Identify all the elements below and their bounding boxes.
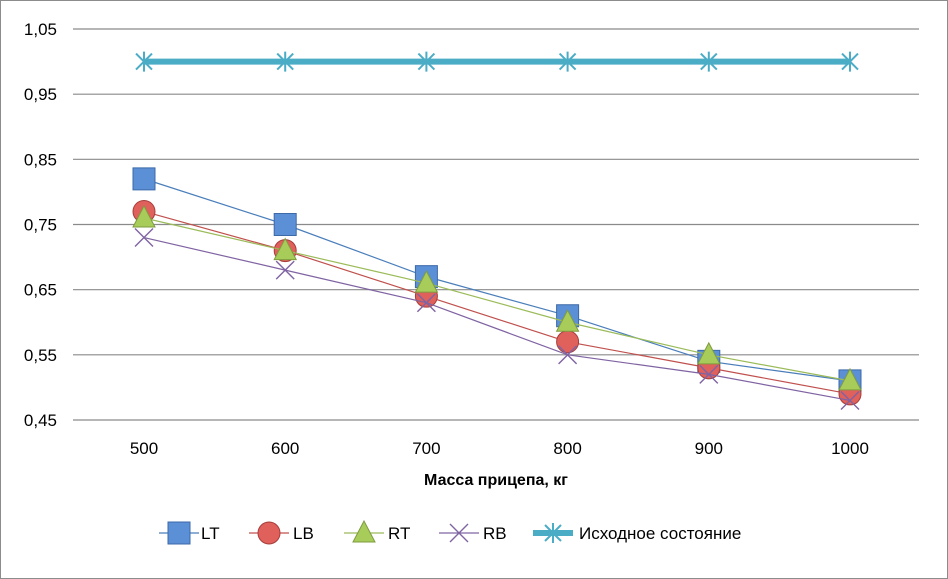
- series-line: [143, 236, 851, 402]
- data-point: [696, 341, 721, 365]
- legend-item: Исходное состояние: [533, 523, 741, 543]
- data-point: [699, 364, 719, 384]
- x-tick-label: 600: [271, 439, 299, 458]
- data-point: [273, 237, 298, 261]
- data-point: [134, 228, 154, 248]
- y-tick-label: 0,95: [24, 85, 57, 104]
- data-point: [132, 167, 156, 191]
- data-point: [273, 213, 297, 236]
- legend: LT LB RT RB Исходное состояние: [159, 519, 741, 545]
- y-tick-label: 0,75: [24, 216, 57, 235]
- legend-item: LT: [159, 521, 220, 545]
- series-2: [132, 204, 862, 391]
- data-point: [555, 309, 580, 332]
- series-0: [132, 167, 862, 393]
- data-point: [700, 51, 718, 72]
- series-3: [134, 228, 860, 410]
- legend-marker: [352, 519, 376, 543]
- y-tick-label: 0,45: [24, 411, 57, 430]
- legend-label: LT: [201, 524, 220, 543]
- data-point: [556, 330, 580, 354]
- data-point: [838, 367, 862, 391]
- legend-marker: [449, 523, 469, 543]
- y-axis-ticks: 0,45 0,55 0,65 0,75 0,85 0,95 1,05: [24, 20, 57, 430]
- x-axis-title: Масса прицепа, кг: [424, 472, 568, 489]
- legend-marker: [257, 521, 281, 545]
- y-tick-label: 1,05: [24, 20, 57, 39]
- data-point: [558, 51, 577, 72]
- legend-marker: [167, 521, 191, 545]
- x-tick-label: 800: [553, 439, 581, 458]
- legend-label: LB: [293, 524, 314, 543]
- series-line: [143, 210, 851, 395]
- y-tick-label: 0,55: [24, 346, 57, 365]
- series-line: [143, 217, 851, 382]
- y-tick-label: 0,65: [24, 281, 57, 300]
- x-tick-label: 500: [130, 439, 158, 458]
- data-point: [841, 51, 859, 72]
- x-tick-label: 700: [412, 439, 440, 458]
- x-tick-label: 1000: [831, 439, 869, 458]
- series-group: [132, 51, 862, 410]
- data-point: [417, 51, 436, 72]
- data-point: [135, 51, 153, 72]
- data-point: [414, 270, 439, 293]
- data-point: [275, 260, 295, 280]
- series-line: [143, 178, 851, 382]
- data-point: [416, 293, 436, 313]
- gridlines: [73, 28, 919, 421]
- x-tick-label: 900: [695, 439, 723, 458]
- series-4: [135, 51, 859, 72]
- legend-item: LB: [249, 521, 314, 545]
- x-axis-ticks: 500 600 700 800 900 1000: [130, 439, 869, 458]
- y-tick-label: 0,85: [24, 150, 57, 169]
- data-point: [558, 345, 578, 365]
- legend-label: Исходное состояние: [579, 524, 741, 543]
- legend-item: RB: [439, 523, 507, 543]
- legend-label: RB: [483, 524, 507, 543]
- legend-label: RT: [388, 524, 410, 543]
- legend-marker: [544, 523, 562, 543]
- data-point: [132, 204, 156, 228]
- data-point: [840, 390, 860, 410]
- legend-item: RT: [344, 519, 410, 543]
- data-point: [276, 51, 294, 72]
